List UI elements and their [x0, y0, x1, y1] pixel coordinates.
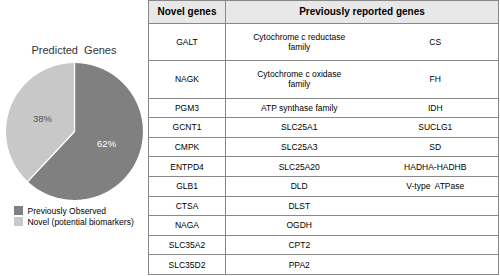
html-text:GLB1: GLB1 [176, 181, 198, 192]
html-text:Previously Observed: Previously Observed [27, 205, 106, 216]
html-text:GCNT1: GCNT1 [172, 122, 202, 133]
html-text:CTSA: CTSA [175, 200, 199, 211]
html-text:SLC25A20: SLC25A20 [278, 161, 320, 172]
html-text:NAGA: NAGA [175, 220, 199, 231]
html-text:SLC25A1: SLC25A1 [281, 122, 318, 133]
html-text:SUCLG1: SUCLG1 [418, 122, 453, 133]
html-text:DLD: DLD [290, 181, 308, 192]
html-text:CS: CS [429, 36, 442, 47]
html-text:SLC35D2: SLC35D2 [168, 259, 206, 270]
html-text:ATP synthase family: ATP synthase family [260, 102, 338, 113]
html-text:ENTPD4: ENTPD4 [170, 161, 204, 172]
html-text:DLST: DLST [288, 200, 311, 211]
svg-text:38%: 38% [33, 113, 53, 124]
html-text:Novel (potential biomarkers): Novel (potential biomarkers) [27, 216, 134, 227]
html-text:V-type ATPase: V-type ATPase [406, 181, 465, 192]
svg-text:62%: 62% [97, 138, 117, 149]
html-text:IDH: IDH [427, 102, 443, 113]
html-text:FH: FH [429, 74, 441, 85]
html-text:PGM3: PGM3 [175, 102, 199, 113]
html-text:HADHA-HADHB: HADHA-HADHB [404, 161, 467, 172]
html-text:NAGK: NAGK [175, 74, 199, 85]
html-text:Predicted Genes: Predicted Genes [31, 43, 117, 56]
html-text:Previously reported genes: Previously reported genes [299, 5, 425, 17]
html-text:OGDH: OGDH [286, 220, 312, 231]
html-text:Novel genes: Novel genes [157, 5, 217, 17]
html-text:PPA2: PPA2 [288, 259, 310, 270]
html-text:GALT: GALT [176, 36, 198, 47]
html-text:Cytochrome c reductase family: Cytochrome c reductase family [253, 31, 346, 52]
html-text:SD: SD [429, 142, 442, 152]
html-text:SLC35A2: SLC35A2 [168, 240, 206, 250]
html-text:CPT2: CPT2 [288, 240, 311, 250]
html-text:SLC25A3: SLC25A3 [281, 142, 318, 152]
html-text:Cytochrome c oxidase family: Cytochrome c oxidase family [257, 69, 342, 90]
html-text:CMPK: CMPK [174, 142, 200, 152]
